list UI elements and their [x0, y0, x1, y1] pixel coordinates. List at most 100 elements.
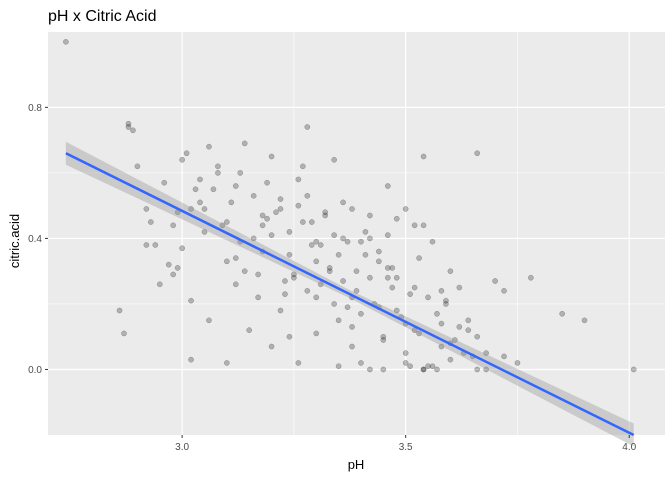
- data-point: [147, 219, 154, 225]
- data-point: [349, 324, 355, 330]
- data-point: [232, 255, 239, 261]
- data-point: [250, 235, 257, 242]
- data-point: [335, 251, 342, 258]
- data-point: [268, 232, 275, 238]
- data-point: [322, 212, 329, 219]
- data-point: [630, 366, 637, 373]
- data-point: [474, 150, 481, 157]
- data-point: [228, 199, 235, 206]
- data-point: [291, 274, 297, 281]
- data-point: [358, 360, 364, 366]
- data-point: [429, 363, 436, 370]
- data-point: [116, 307, 123, 314]
- data-point: [304, 124, 311, 130]
- data-point: [514, 360, 521, 366]
- data-point: [277, 196, 284, 202]
- data-point: [188, 356, 194, 363]
- major-gridlines: [48, 32, 665, 435]
- y-tick-label: 0.4: [28, 234, 42, 245]
- data-point: [125, 124, 132, 130]
- data-point: [438, 343, 445, 350]
- data-point: [219, 222, 226, 229]
- data-point: [335, 317, 342, 324]
- y-tick-label: 0.0: [28, 365, 42, 376]
- data-point: [188, 297, 194, 304]
- y-tick-label: 0.8: [28, 103, 42, 114]
- data-point: [255, 294, 261, 301]
- data-point: [331, 156, 337, 163]
- data-point: [465, 317, 472, 324]
- data-point: [317, 242, 324, 248]
- data-point: [161, 179, 168, 186]
- data-point: [456, 284, 463, 291]
- data-point: [331, 232, 337, 238]
- data-point: [443, 297, 449, 304]
- data-point: [201, 229, 208, 235]
- data-point: [232, 281, 239, 288]
- data-point: [295, 202, 302, 209]
- data-point: [304, 192, 311, 199]
- data-point: [380, 337, 387, 343]
- data-point: [299, 219, 306, 225]
- data-point: [474, 333, 481, 340]
- data-point: [192, 186, 199, 193]
- data-point: [367, 235, 373, 242]
- data-point: [438, 287, 445, 294]
- data-point: [63, 38, 69, 45]
- y-axis-title: citric.acid: [7, 214, 22, 268]
- data-point: [416, 330, 422, 337]
- data-point: [291, 271, 297, 278]
- data-point: [438, 320, 445, 327]
- data-point: [331, 301, 337, 307]
- data-point: [282, 291, 288, 297]
- data-point: [201, 206, 208, 212]
- data-point: [152, 242, 159, 248]
- data-point: [237, 170, 244, 176]
- regression-line: [65, 152, 635, 437]
- chart-title: pH x Citric Acid: [48, 8, 156, 25]
- data-point: [206, 143, 212, 150]
- data-point: [492, 278, 498, 284]
- data-point: [344, 238, 351, 245]
- data-point: [501, 287, 507, 294]
- data-point: [268, 153, 275, 160]
- data-point: [384, 265, 391, 271]
- data-point: [420, 366, 427, 373]
- data-point: [277, 307, 284, 314]
- data-point: [268, 343, 275, 350]
- data-point: [358, 310, 364, 317]
- data-point: [286, 251, 293, 258]
- data-point: [353, 287, 360, 294]
- data-point: [420, 366, 427, 373]
- data-point: [353, 268, 360, 275]
- data-point: [223, 258, 230, 265]
- data-point: [121, 330, 127, 337]
- data-point: [528, 274, 534, 281]
- data-point: [452, 337, 458, 343]
- data-point: [165, 261, 172, 268]
- data-point: [313, 238, 320, 245]
- data-point: [197, 199, 203, 206]
- data-point: [223, 219, 230, 225]
- data-point: [384, 183, 391, 189]
- data-point: [474, 366, 481, 373]
- data-point: [241, 140, 248, 147]
- data-point: [179, 245, 185, 252]
- data-point: [197, 176, 203, 183]
- data-point: [434, 366, 440, 373]
- data-point: [425, 294, 431, 301]
- data-point: [215, 163, 221, 170]
- data-point: [259, 222, 266, 229]
- data-point: [367, 366, 373, 373]
- data-point: [340, 199, 346, 206]
- data-point: [483, 366, 490, 373]
- data-point: [349, 343, 355, 350]
- data-point: [384, 274, 391, 281]
- data-point: [308, 219, 315, 225]
- data-point: [434, 310, 440, 317]
- data-point: [429, 238, 436, 245]
- data-point: [420, 222, 427, 229]
- data-point: [380, 333, 387, 340]
- data-point: [393, 307, 400, 314]
